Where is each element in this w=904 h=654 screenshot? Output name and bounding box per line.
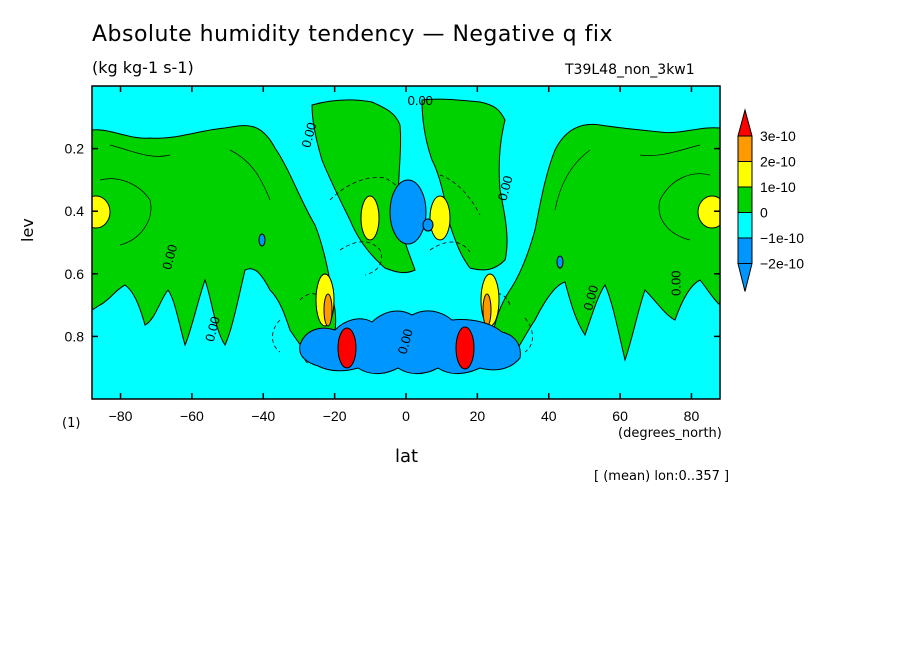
contour-label: 0.00 <box>298 121 319 149</box>
colorbar-extend-min <box>737 263 753 292</box>
x-tick-label: −80 <box>109 408 133 424</box>
run-label: T39L48_non_3kw1 <box>565 62 695 78</box>
footnote: [ (mean) lon:0..357 ] <box>594 469 730 484</box>
green-region-tropical-right <box>421 98 508 271</box>
y-tick-label: 0.2 <box>65 141 85 157</box>
green-region-southern <box>92 125 337 366</box>
contour-label: 0.00 <box>580 284 601 312</box>
x-unit-label: (degrees_north) <box>618 426 722 441</box>
x-tick-label: 60 <box>612 408 628 424</box>
colorbar-swatch <box>737 135 753 162</box>
contour-label: 0.00 <box>495 174 516 202</box>
x-tick-label: 40 <box>541 408 557 424</box>
yellow-patch-north-pole <box>697 195 720 229</box>
contour-label: 0.00 <box>395 327 416 355</box>
blue-region-upper <box>389 179 427 245</box>
contour-label: 0.00 <box>202 315 223 343</box>
red-patch-north <box>455 326 475 370</box>
colorbar-label: −2e-10 <box>760 256 804 272</box>
colorbar-swatch <box>737 161 753 188</box>
colorbar-extend-max <box>737 108 753 137</box>
colorbar-label: 2e-10 <box>760 154 796 170</box>
contour-line-northern <box>554 144 711 241</box>
orange-patch-right-slope <box>482 293 492 327</box>
blue-blob-east <box>556 255 564 269</box>
chart-units: (kg kg-1 s-1) <box>92 58 194 77</box>
colorbar-label: 0 <box>760 205 768 221</box>
green-region-northern <box>491 123 720 364</box>
x-tick-label: 20 <box>470 408 486 424</box>
colorbar-swatch <box>737 186 753 213</box>
colorbar-label: 3e-10 <box>760 128 796 144</box>
chart-title: Absolute humidity tendency — Negative q … <box>92 22 614 47</box>
y-unit-label: (1) <box>62 416 81 431</box>
x-tick-label: −40 <box>251 408 275 424</box>
y-tick-label: 0.6 <box>65 266 85 282</box>
blue-region-upper-dot <box>422 218 434 232</box>
contour-line-southern <box>99 144 271 246</box>
red-patch-south <box>337 327 357 369</box>
yellow-patch-left-upper <box>360 195 380 241</box>
blue-blob-west <box>258 233 266 247</box>
colorbar-label: −1e-10 <box>760 230 804 246</box>
x-tick-label: 0 <box>402 408 410 424</box>
x-tick-label: −20 <box>323 408 347 424</box>
colorbar-swatch <box>737 212 753 239</box>
x-axis-label: lat <box>395 446 419 467</box>
contour-label: 0.00 <box>159 243 180 271</box>
y-tick-label: 0.4 <box>65 203 85 219</box>
y-tick-label: 0.8 <box>65 328 85 344</box>
contour-label: 0.00 <box>669 271 684 296</box>
green-region-tropical-top <box>311 99 416 274</box>
x-tick-label: 80 <box>684 408 700 424</box>
colorbar-label: 1e-10 <box>760 179 796 195</box>
orange-patch-left-slope <box>323 293 333 327</box>
contour-label: 0.00 <box>408 93 433 108</box>
colorbar-swatch <box>737 237 753 264</box>
yellow-patch-right-upper <box>429 195 451 241</box>
yellow-patch-south-pole <box>92 195 111 229</box>
x-tick-label: −60 <box>180 408 204 424</box>
